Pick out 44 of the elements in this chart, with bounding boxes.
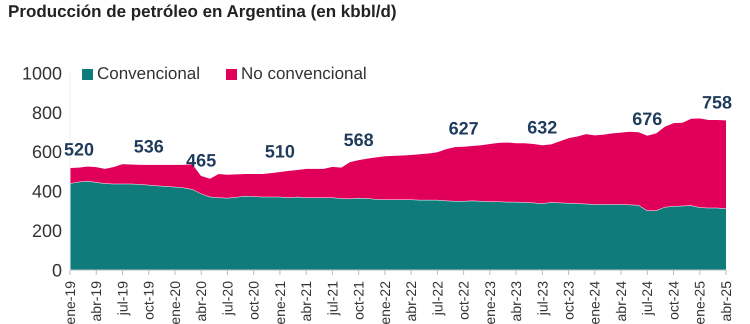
- y-tick-label: 400: [32, 182, 62, 202]
- legend-label: Convencional: [97, 64, 200, 84]
- x-tick-label: ene-25: [692, 280, 708, 324]
- annotation: 632: [527, 117, 558, 138]
- x-tick-label: abr-23: [508, 280, 524, 322]
- annotation: 465: [186, 150, 216, 170]
- annotation: 758: [702, 92, 732, 113]
- x-tick-label: abr-24: [612, 280, 629, 322]
- x-tick-label: oct-24: [665, 280, 682, 320]
- y-tick-label: 0: [52, 260, 62, 280]
- y-tick-label: 200: [32, 220, 62, 241]
- annotation: 536: [134, 136, 164, 156]
- y-tick-label: 800: [32, 102, 62, 123]
- x-tick-label: ene-22: [376, 280, 393, 324]
- x-tick-label: oct-20: [246, 280, 262, 320]
- x-tick-label: abr-20: [193, 280, 210, 322]
- x-tick-label: jul-23: [534, 280, 550, 316]
- x-tick-label: jul-24: [639, 280, 656, 316]
- x-tick-label: jul-22: [429, 280, 446, 316]
- y-tick-label: 1000: [22, 63, 62, 84]
- chart-title: Producción de petróleo en Argentina (en kbbl/d): [8, 2, 397, 22]
- annotation: 676: [632, 108, 662, 129]
- x-tick-label: abr-19: [88, 280, 104, 322]
- x-tick-label: ene-21: [272, 280, 288, 324]
- annotation: 510: [264, 142, 295, 162]
- x-tick-label: ene-24: [586, 280, 603, 324]
- x-tick-label: abr-22: [403, 280, 420, 322]
- x-tick-label: oct-21: [350, 280, 367, 320]
- x-tick-label: jul-19: [114, 280, 130, 316]
- x-tick-label: abr-21: [298, 280, 314, 322]
- x-tick-label: ene-20: [166, 280, 183, 324]
- x-tick-label: oct-22: [456, 280, 472, 320]
- annotation: 568: [344, 130, 374, 150]
- x-tick-label: oct-19: [140, 280, 157, 320]
- annotation: 627: [448, 118, 479, 138]
- x-tick-label: abr-25: [718, 280, 734, 322]
- y-tick-label: 600: [32, 142, 62, 162]
- x-tick-label: jul-21: [324, 280, 340, 316]
- annotation: 520: [64, 140, 94, 160]
- legend-label: No convencional: [241, 64, 367, 84]
- x-tick-label: jul-20: [219, 280, 236, 316]
- x-tick-label: oct-23: [560, 280, 576, 320]
- x-tick-label: ene-19: [62, 280, 78, 324]
- x-tick-label: ene-23: [482, 280, 498, 324]
